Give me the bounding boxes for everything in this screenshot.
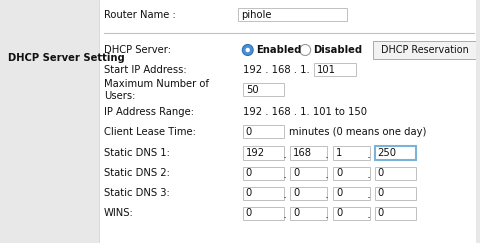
FancyBboxPatch shape	[243, 125, 284, 139]
Text: 1: 1	[336, 148, 342, 158]
Text: WINS:: WINS:	[104, 208, 134, 218]
Text: 0: 0	[378, 188, 384, 198]
FancyBboxPatch shape	[314, 63, 356, 77]
FancyBboxPatch shape	[374, 186, 416, 200]
Text: 192: 192	[246, 148, 265, 158]
FancyBboxPatch shape	[333, 186, 370, 200]
Text: IP Address Range:: IP Address Range:	[104, 107, 194, 117]
Text: DHCP Reservation: DHCP Reservation	[381, 45, 469, 55]
Text: 0: 0	[246, 168, 252, 178]
Text: minutes (0 means one day): minutes (0 means one day)	[289, 127, 427, 137]
FancyBboxPatch shape	[290, 147, 327, 159]
Text: .: .	[325, 208, 329, 220]
Text: .: .	[282, 148, 287, 160]
Text: .: .	[367, 148, 371, 160]
Text: 0: 0	[378, 168, 384, 178]
Text: 0: 0	[336, 188, 342, 198]
Text: .: .	[282, 188, 287, 200]
Text: Enabled: Enabled	[256, 45, 301, 55]
Text: .: .	[325, 167, 329, 181]
FancyBboxPatch shape	[333, 147, 370, 159]
Text: .: .	[282, 167, 287, 181]
Text: Maximum Number of
Users:: Maximum Number of Users:	[104, 79, 209, 101]
Text: 0: 0	[246, 127, 252, 137]
FancyBboxPatch shape	[372, 41, 479, 59]
FancyBboxPatch shape	[374, 207, 416, 219]
Text: 192 . 168 . 1. 101 to 150: 192 . 168 . 1. 101 to 150	[243, 107, 367, 117]
FancyBboxPatch shape	[374, 147, 416, 159]
FancyBboxPatch shape	[99, 0, 476, 243]
Text: Static DNS 2:: Static DNS 2:	[104, 168, 170, 178]
Text: Router Name :: Router Name :	[104, 10, 176, 20]
Text: .: .	[325, 148, 329, 160]
Circle shape	[300, 44, 311, 55]
Text: 101: 101	[317, 65, 336, 75]
FancyBboxPatch shape	[333, 207, 370, 219]
Text: 0: 0	[293, 168, 300, 178]
FancyBboxPatch shape	[290, 186, 327, 200]
Text: 50: 50	[246, 85, 258, 95]
Text: pihole: pihole	[241, 10, 271, 20]
Text: 0: 0	[246, 208, 252, 218]
FancyBboxPatch shape	[243, 84, 284, 96]
FancyBboxPatch shape	[374, 166, 416, 180]
Circle shape	[242, 44, 253, 55]
Text: 0: 0	[336, 168, 342, 178]
Text: 250: 250	[378, 148, 396, 158]
FancyBboxPatch shape	[0, 0, 99, 243]
Text: .: .	[367, 167, 371, 181]
Text: 0: 0	[378, 208, 384, 218]
Text: DHCP Server:: DHCP Server:	[104, 45, 171, 55]
Text: Client Lease Time:: Client Lease Time:	[104, 127, 196, 137]
FancyBboxPatch shape	[333, 166, 370, 180]
Text: .: .	[367, 188, 371, 200]
Text: 0: 0	[293, 188, 300, 198]
Text: Static DNS 1:: Static DNS 1:	[104, 148, 170, 158]
FancyBboxPatch shape	[243, 207, 284, 219]
Text: Start IP Address:: Start IP Address:	[104, 65, 187, 75]
FancyBboxPatch shape	[290, 207, 327, 219]
Text: 192 . 168 . 1.: 192 . 168 . 1.	[243, 65, 310, 75]
Circle shape	[246, 48, 250, 52]
Text: .: .	[325, 188, 329, 200]
FancyBboxPatch shape	[290, 166, 327, 180]
Text: DHCP Server Setting: DHCP Server Setting	[8, 53, 125, 63]
Text: Disabled: Disabled	[313, 45, 362, 55]
FancyBboxPatch shape	[243, 147, 284, 159]
Text: 0: 0	[293, 208, 300, 218]
FancyBboxPatch shape	[243, 166, 284, 180]
Text: 168: 168	[293, 148, 312, 158]
Text: Static DNS 3:: Static DNS 3:	[104, 188, 170, 198]
FancyBboxPatch shape	[243, 186, 284, 200]
Text: 0: 0	[336, 208, 342, 218]
FancyBboxPatch shape	[238, 9, 347, 21]
Text: .: .	[367, 208, 371, 220]
Text: .: .	[282, 208, 287, 220]
Text: 0: 0	[246, 188, 252, 198]
